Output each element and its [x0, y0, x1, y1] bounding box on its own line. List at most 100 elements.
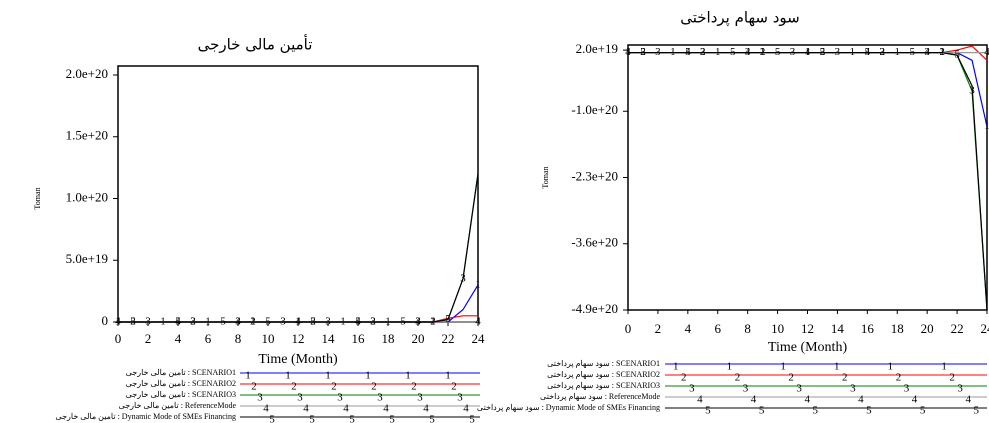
legend-marker: 3 [743, 383, 749, 395]
series-marker: 5 [175, 316, 181, 328]
legend-marker: 5 [309, 414, 315, 423]
x-tick-label: 10 [771, 321, 784, 336]
legend-marker: 4 [912, 394, 918, 406]
series-marker: 5 [355, 316, 361, 328]
legend-label: تامین مالی خارجی : Dynamic Mode of SMEs … [55, 412, 236, 421]
legend-marker: 3 [457, 392, 463, 404]
legend-marker: 4 [697, 394, 703, 406]
series-marker: 5 [640, 46, 646, 58]
legend-marker: 1 [780, 361, 786, 373]
legend-marker: 1 [445, 370, 451, 382]
series-marker: 5 [400, 316, 406, 328]
legend-marker: 4 [343, 403, 349, 415]
y-tick-label: 2.0e+20 [66, 66, 108, 81]
x-tick-label: 8 [235, 331, 242, 346]
legend-marker: 1 [325, 370, 331, 382]
legend-marker: 5 [469, 414, 475, 423]
legend-marker: 2 [291, 381, 297, 393]
legend-marker: 5 [269, 414, 275, 423]
series-marker: 5 [775, 46, 781, 58]
series-marker: 4 [475, 316, 481, 328]
legend-marker: 4 [303, 403, 309, 415]
legend-marker: 3 [957, 383, 963, 395]
series-marker: 5 [265, 316, 271, 328]
legend-marker: 5 [920, 405, 926, 417]
series-marker: 5 [130, 316, 136, 328]
x-tick-label: 20 [412, 331, 425, 346]
series-marker: 5 [445, 313, 451, 325]
x-tick-label: 8 [744, 321, 751, 336]
legend-marker: 5 [759, 405, 765, 417]
x-tick-label: 24 [981, 321, 989, 336]
legend-label: سود سهام پرداختی : Dynamic Mode of SMEs … [477, 403, 660, 412]
x-axis-label: Time (Month) [768, 340, 848, 355]
series-marker: 5 [909, 46, 915, 58]
series-marker: 1 [984, 120, 989, 132]
x-tick-label: 4 [685, 321, 692, 336]
x-tick-label: 22 [951, 321, 964, 336]
legend-marker: 2 [411, 381, 417, 393]
series-marker: 5 [310, 316, 316, 328]
y-tick-label: 1.5e+20 [66, 128, 108, 143]
legend-label: تامین مالی خارجی : ReferenceMode [119, 401, 237, 410]
x-axis-label: Time (Month) [258, 352, 338, 367]
x-tick-label: 6 [205, 331, 212, 346]
y-tick-label: -3.6e+20 [571, 235, 618, 250]
series-line [628, 52, 988, 311]
x-tick-label: 10 [262, 331, 275, 346]
legend-label: تامین مالی خارجی : SCENARIO2 [126, 379, 236, 388]
legend-marker: 3 [689, 383, 695, 395]
legend-marker: 4 [804, 394, 810, 406]
chart-title: تأمین مالی خارجی [198, 34, 313, 54]
series-marker: 4 [984, 46, 989, 58]
x-tick-label: 2 [655, 321, 662, 336]
x-tick-label: 18 [891, 321, 904, 336]
x-tick-label: 14 [322, 331, 336, 346]
x-tick-label: 24 [472, 331, 486, 346]
legend-marker: 5 [705, 405, 711, 417]
legend-marker: 4 [858, 394, 864, 406]
x-tick-label: 12 [801, 321, 814, 336]
legend-marker: 3 [850, 383, 856, 395]
x-tick-label: 0 [115, 331, 122, 346]
x-tick-label: 16 [861, 321, 875, 336]
series-marker: 5 [730, 46, 736, 58]
legend-marker: 2 [251, 381, 257, 393]
series-marker: 5 [820, 46, 826, 58]
series-line [628, 52, 988, 311]
legend-marker: 2 [842, 372, 848, 384]
legend-label: سود سهام پرداختی : SCENARIO2 [547, 370, 660, 379]
legend-marker: 1 [365, 370, 371, 382]
legend-marker: 1 [888, 361, 894, 373]
series-marker: 1 [475, 278, 481, 290]
legend-marker: 5 [389, 414, 395, 423]
chart-title: سود سهام پرداختی [680, 9, 799, 28]
legend-marker: 4 [463, 403, 469, 415]
legend-marker: 1 [245, 370, 251, 382]
y-axis-label: Toman [541, 166, 550, 188]
legend-marker: 3 [377, 392, 383, 404]
legend-marker: 5 [974, 405, 980, 417]
legend-label: تامین مالی خارجی : SCENARIO3 [126, 390, 236, 399]
y-tick-label: 5.0e+19 [66, 251, 108, 266]
legend-marker: 2 [896, 372, 902, 384]
legend-label: تامین مالی خارجی : SCENARIO1 [126, 368, 236, 377]
legend-marker: 1 [834, 361, 840, 373]
legend-marker: 1 [941, 361, 947, 373]
legend-label: سود سهام پرداختی : SCENARIO1 [547, 359, 660, 368]
x-tick-label: 12 [292, 331, 305, 346]
series-marker: 5 [954, 49, 960, 61]
y-tick-label: -1.0e+20 [571, 102, 618, 117]
legend-marker: 5 [349, 414, 355, 423]
legend-marker: 4 [383, 403, 389, 415]
legend-marker: 4 [965, 394, 971, 406]
y-tick-label: 2.0e+19 [576, 41, 618, 56]
series-marker: 5 [220, 316, 226, 328]
legend-marker: 2 [949, 372, 955, 384]
series-marker: 5 [685, 46, 691, 58]
y-tick-label: -4.9e+20 [571, 301, 618, 316]
legend-marker: 3 [297, 392, 303, 404]
x-tick-label: 0 [625, 321, 632, 336]
plot-frame [117, 65, 479, 323]
